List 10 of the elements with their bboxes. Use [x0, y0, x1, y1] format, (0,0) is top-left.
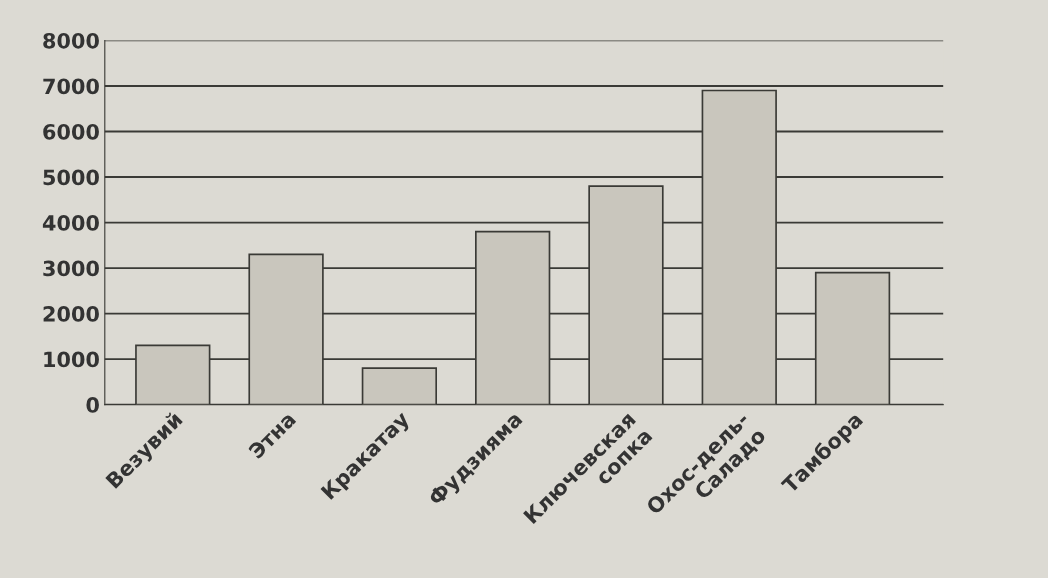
y-tick-label: 3000 [43, 260, 99, 277]
y-tick-label: 6000 [43, 123, 99, 140]
y-tick-label: 2000 [43, 306, 99, 322]
y-tick-label: 5000 [43, 169, 99, 186]
y-tick-label: 0 [86, 397, 99, 413]
y-tick-label: 7000 [43, 78, 99, 95]
y-tick-label: 4000 [42, 214, 99, 231]
bar [361, 367, 438, 405]
y-tick-label: 8000 [43, 32, 99, 49]
y-tick-label: 1000 [44, 351, 99, 368]
